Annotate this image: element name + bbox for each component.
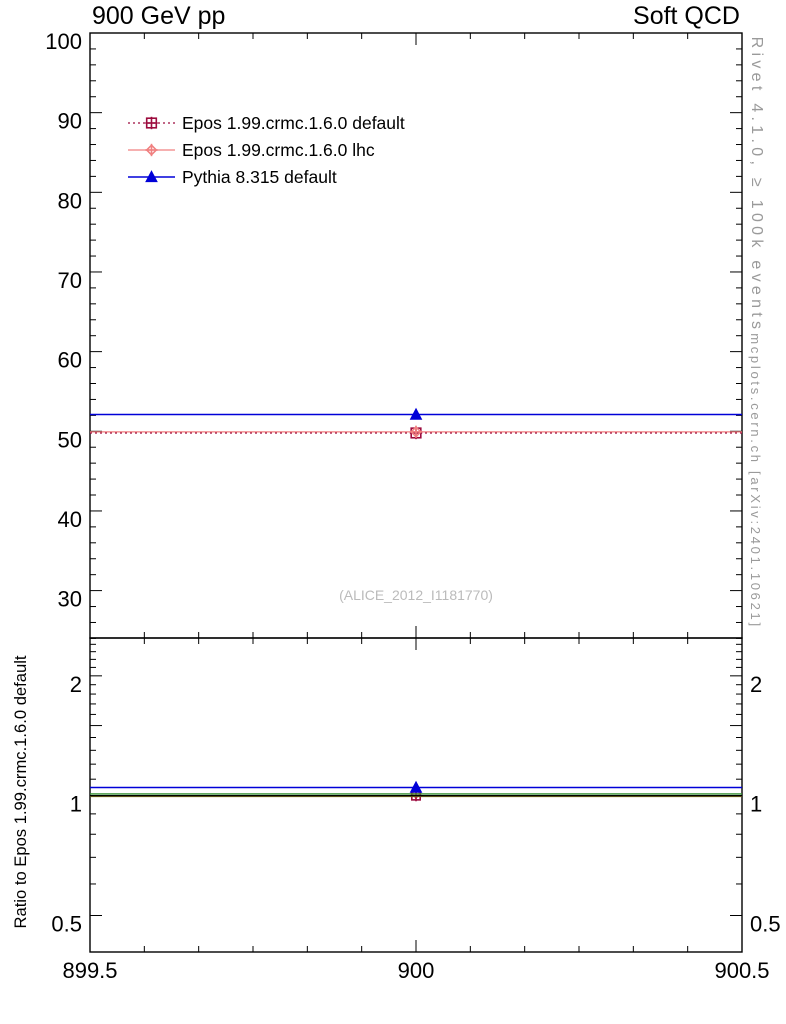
svg-text:0.5: 0.5	[750, 911, 781, 936]
svg-text:Epos 1.99.crmc.1.6.0 default: Epos 1.99.crmc.1.6.0 default	[182, 113, 405, 133]
svg-text:899.5: 899.5	[62, 958, 117, 983]
svg-text:900.5: 900.5	[714, 958, 769, 983]
svg-text:100: 100	[45, 29, 82, 54]
svg-text:Ratio to Epos 1.99.crmc.1.6.0: Ratio to Epos 1.99.crmc.1.6.0 default	[11, 655, 30, 928]
svg-text:900: 900	[398, 958, 435, 983]
svg-text:1: 1	[750, 792, 762, 817]
svg-text:Epos 1.99.crmc.1.6.0 lhc: Epos 1.99.crmc.1.6.0 lhc	[182, 140, 375, 160]
svg-text:60: 60	[58, 348, 82, 373]
svg-text:mcplots.cern.ch [arXiv:2401.10: mcplots.cern.ch [arXiv:2401.10621]	[748, 333, 763, 629]
svg-text:(ALICE_2012_I1181770): (ALICE_2012_I1181770)	[339, 587, 493, 603]
svg-text:30: 30	[58, 587, 82, 612]
svg-text:Pythia 8.315 default: Pythia 8.315 default	[182, 167, 337, 187]
svg-text:40: 40	[58, 507, 82, 532]
svg-text:Rivet 4.1.0, ≥ 100k events: Rivet 4.1.0, ≥ 100k events	[748, 37, 765, 334]
svg-text:1: 1	[70, 792, 82, 817]
svg-text:50: 50	[58, 427, 82, 452]
svg-text:90: 90	[58, 109, 82, 134]
svg-text:0.5: 0.5	[51, 911, 82, 936]
svg-text:2: 2	[70, 672, 82, 697]
svg-text:80: 80	[58, 188, 82, 213]
svg-text:Soft QCD: Soft QCD	[633, 2, 740, 30]
svg-text:2: 2	[750, 672, 762, 697]
svg-text:900 GeV pp: 900 GeV pp	[92, 2, 225, 30]
svg-text:70: 70	[58, 268, 82, 293]
